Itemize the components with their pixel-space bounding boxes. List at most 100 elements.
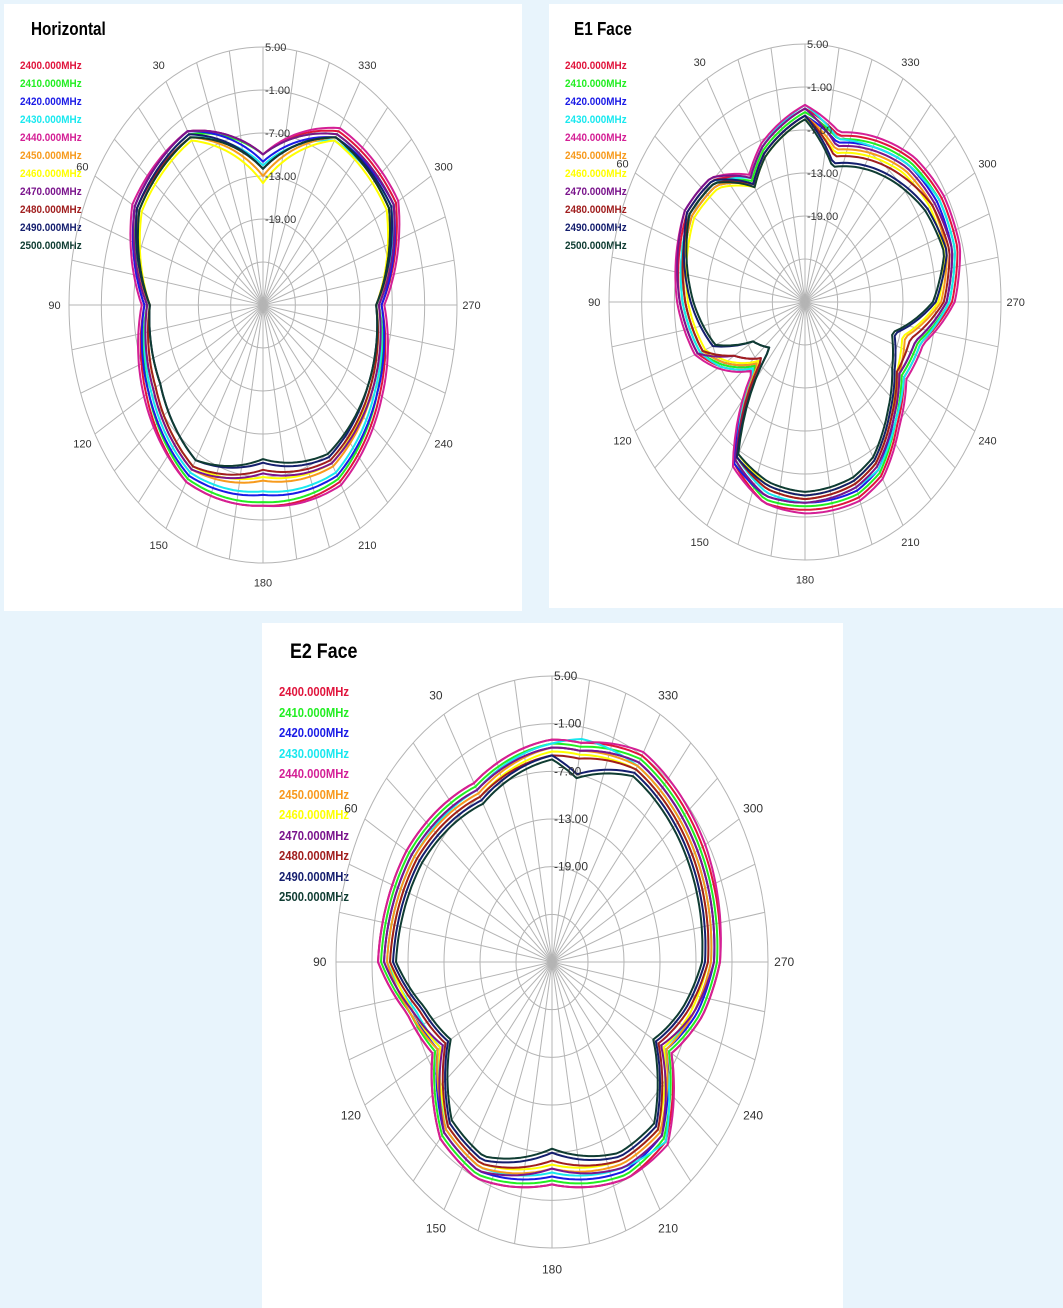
grid-spoke: [551, 911, 765, 963]
series-line: [136, 136, 391, 467]
legend-entry: 2460.000MHz: [565, 168, 627, 180]
radial-tick-label: -19.00: [807, 211, 838, 223]
grid-spoke: [804, 104, 932, 303]
angle-tick-label: 330: [358, 60, 376, 72]
grid-spoke: [804, 47, 840, 303]
grid-spoke: [770, 47, 806, 303]
legend-entry: 2450.000MHz: [565, 150, 627, 162]
angle-tick-label: 90: [48, 300, 60, 312]
series-line: [135, 133, 393, 469]
grid-spoke: [339, 961, 553, 1013]
grid-spoke: [262, 81, 361, 306]
legend-entry: 2410.000MHz: [279, 705, 350, 720]
grid-spoke: [114, 304, 264, 472]
series-line: [138, 139, 390, 481]
grid-spoke: [551, 961, 590, 1244]
grid-spoke: [262, 304, 330, 548]
grid-spoke: [114, 138, 264, 306]
grid-spoke: [804, 172, 976, 303]
angle-tick-label: 330: [658, 689, 678, 703]
grid-spoke: [804, 301, 956, 469]
grid-spoke: [262, 216, 446, 306]
grid-spoke: [364, 818, 553, 963]
legend-entry: 2500.000MHz: [20, 240, 82, 252]
grid-spoke: [551, 680, 590, 963]
chart-title: E2 Face: [290, 640, 358, 663]
grid-spoke: [654, 301, 806, 469]
grid-spoke: [551, 777, 718, 963]
radial-tick-label: -7.00: [807, 125, 832, 137]
grid-spoke: [262, 138, 412, 306]
horizontal-panel: Horizontal 2400.000MHz 2410.000MHz 2420.…: [4, 4, 522, 611]
chart-title: Horizontal: [31, 19, 106, 39]
angle-tick-label: 240: [743, 1109, 763, 1123]
angle-tick-label: 150: [426, 1221, 446, 1235]
radial-tick-label: -13.00: [554, 812, 588, 826]
angle-tick-label: 210: [658, 1221, 678, 1235]
grid-spoke: [737, 59, 806, 303]
grid-spoke: [804, 213, 990, 303]
grid-spoke: [94, 304, 264, 435]
angle-tick-label: 240: [978, 436, 996, 448]
grid-spoke: [228, 304, 264, 560]
legend-entry: 2480.000MHz: [279, 849, 350, 863]
angle-tick-label: 180: [254, 577, 272, 589]
polar-chart: 5.00 -1.00 -7.00 -13.00 -19.00 30 60 90 120 150 18…: [313, 669, 794, 1277]
polar-grid: [608, 43, 1002, 561]
grid-spoke: [804, 301, 873, 545]
grid-spoke: [551, 961, 627, 1231]
series-group: [674, 103, 962, 515]
angle-tick-label: 150: [691, 537, 709, 549]
legend-entry: 2490.000MHz: [565, 222, 627, 234]
grid-spoke: [551, 693, 627, 963]
grid-spoke: [737, 301, 806, 545]
grid-spoke: [514, 680, 553, 963]
polar-grid: [335, 675, 769, 1249]
radial-tick-label: -13.00: [265, 171, 296, 183]
angle-tick-label: 210: [901, 537, 919, 549]
series-line: [682, 114, 948, 497]
radial-tick-label: -1.00: [554, 717, 582, 731]
grid-spoke: [262, 304, 455, 351]
grid-spoke: [348, 961, 553, 1061]
grid-spoke: [514, 961, 553, 1244]
legend-entry: 2420.000MHz: [20, 96, 82, 108]
grid-spoke: [804, 301, 904, 526]
grid-spoke: [80, 216, 264, 306]
angle-tick-label: 120: [613, 436, 631, 448]
grid-spoke: [262, 304, 432, 435]
grid-spoke: [634, 172, 806, 303]
legend-entry: 2490.000MHz: [20, 222, 82, 234]
grid-spoke: [412, 961, 553, 1182]
angle-tick-label: 180: [796, 574, 814, 586]
grid-spoke: [770, 301, 806, 557]
grid-spoke: [262, 62, 330, 306]
legend-entry: 2400.000MHz: [279, 685, 350, 699]
grid-spoke: [80, 304, 264, 394]
e1-face-panel: E1 Face 2400.000MHz 2410.000MHz 2420.000…: [549, 4, 1063, 608]
grid-spoke: [620, 213, 806, 303]
angle-tick-label: 60: [76, 161, 88, 173]
grid-spoke: [71, 259, 264, 306]
grid-spoke: [551, 961, 740, 1106]
grid-spoke: [804, 301, 990, 391]
grid-spoke: [551, 818, 740, 963]
grid-spoke: [551, 961, 718, 1147]
grid-spoke: [262, 304, 298, 560]
grid-spoke: [804, 301, 976, 432]
legend-entry: 2410.000MHz: [20, 78, 82, 90]
series-line: [377, 738, 722, 1189]
legend-entry: 2470.000MHz: [279, 828, 350, 843]
grid-spoke: [804, 256, 999, 303]
angle-tick-label: 270: [774, 955, 794, 969]
radial-tick-label: -7.00: [265, 128, 290, 140]
series-line: [676, 107, 954, 504]
grid-spoke: [412, 742, 553, 963]
angle-tick-label: 90: [588, 297, 600, 309]
legend-entry: 2420.000MHz: [279, 726, 350, 740]
legend-entry: 2460.000MHz: [279, 808, 350, 822]
grid-spoke: [706, 78, 806, 303]
series-line: [380, 742, 719, 1185]
grid-spoke: [94, 175, 264, 306]
legend-entry: 2500.000MHz: [565, 240, 627, 252]
